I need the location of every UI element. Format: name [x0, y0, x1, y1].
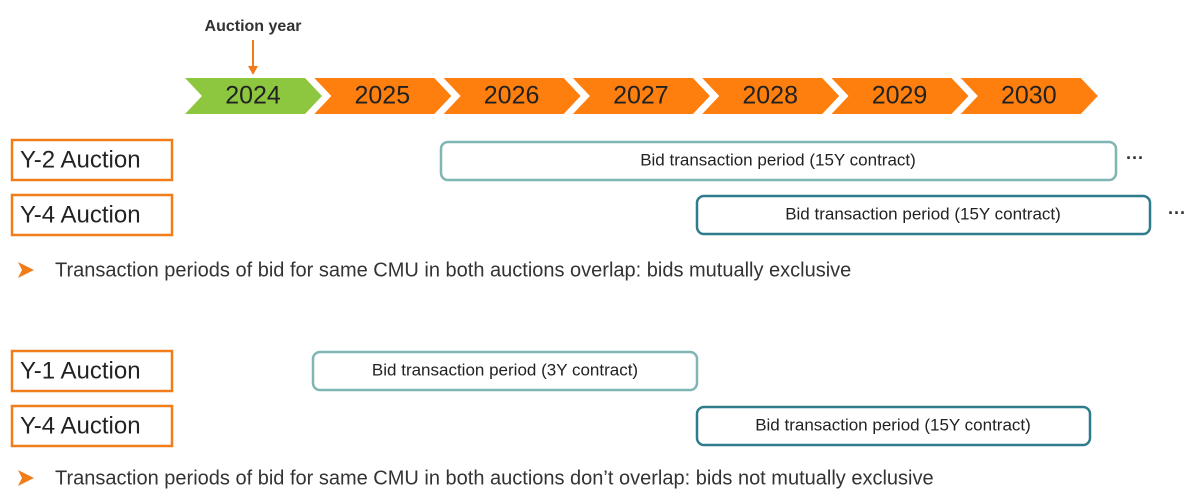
year-label: 2025 — [354, 82, 410, 110]
year-label: 2028 — [742, 82, 798, 110]
ellipsis: ··· — [1126, 148, 1144, 168]
period-text: Bid transaction period (15Y contract) — [640, 150, 916, 169]
period-bar — [695, 194, 1152, 236]
note: Transaction periods of bid for same CMU … — [55, 259, 851, 281]
year-label: 2026 — [484, 82, 540, 110]
period-bar — [311, 350, 699, 392]
year-label: 2030 — [1001, 82, 1057, 110]
auction-label-box — [10, 138, 174, 182]
arrow-head — [248, 66, 258, 75]
year-chevron — [831, 78, 969, 114]
auction-label: Y-4 Auction — [20, 201, 141, 228]
year-chevron — [960, 78, 1098, 114]
year-label: 2027 — [613, 82, 669, 110]
auction-label-box — [10, 349, 174, 393]
period-text: Bid transaction period (15Y contract) — [755, 415, 1031, 434]
auction-label: Y-2 Auction — [20, 146, 141, 173]
period-text: Bid transaction period (3Y contract) — [372, 360, 638, 379]
auction-label-box — [10, 193, 174, 237]
year-chevron — [702, 78, 840, 114]
ellipsis: ··· — [1168, 203, 1186, 223]
header-label: Auction year — [205, 18, 302, 35]
auction-label: Y-4 Auction — [20, 412, 141, 439]
auction-label: Y-1 Auction — [20, 357, 141, 384]
year-chevrons: 2024 2025 2026 2027 2028 2029 2030 — [185, 78, 1098, 114]
year-chevron — [443, 78, 581, 114]
year-chevron — [314, 78, 452, 114]
bullet-arrow — [18, 262, 34, 278]
auction-label-box — [10, 404, 174, 448]
period-text: Bid transaction period (15Y contract) — [785, 204, 1061, 223]
year-chevron — [572, 78, 710, 114]
year-label: 2024 — [225, 82, 281, 110]
bullet-arrow — [18, 470, 34, 486]
year-chevron — [185, 78, 322, 114]
note: Transaction periods of bid for same CMU … — [55, 467, 934, 489]
period-bar — [695, 405, 1092, 447]
period-bar — [439, 140, 1118, 182]
year-label: 2029 — [872, 82, 928, 110]
